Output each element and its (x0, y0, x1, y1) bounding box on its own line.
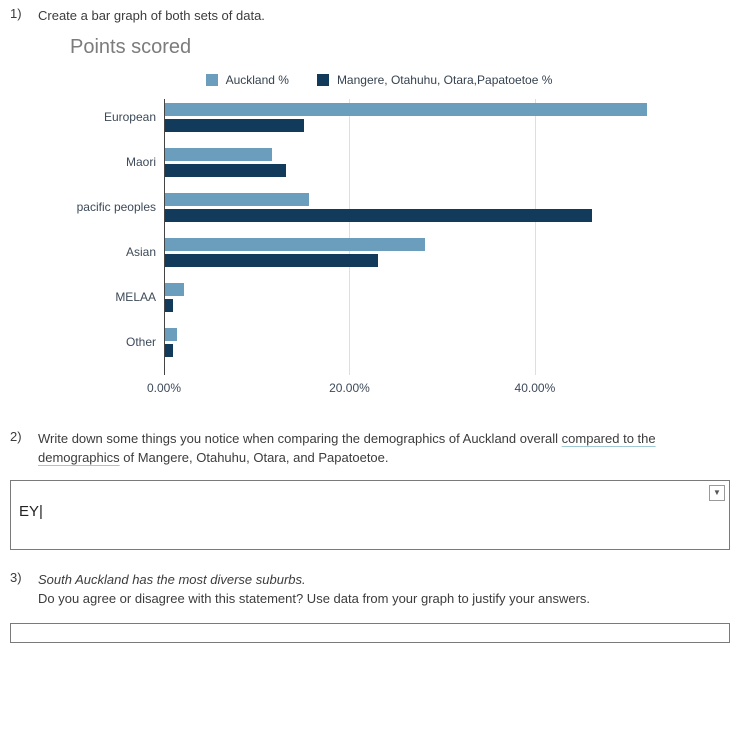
question-2-text-post: of Mangere, Otahuhu, Otara, and Papatoet… (120, 450, 389, 465)
question-3-text: South Auckland has the most diverse subu… (38, 570, 730, 609)
chart-category-label: Other (126, 335, 164, 349)
chart-bar (165, 283, 184, 296)
question-3: 3) South Auckland has the most diverse s… (10, 570, 730, 609)
legend-item: Mangere, Otahuhu, Otara,Papatoetoe % (317, 73, 552, 87)
chart-x-tick-label: 20.00% (329, 381, 370, 395)
question-3-line2: Do you agree or disagree with this state… (38, 591, 590, 606)
chart-title: Points scored (70, 36, 694, 59)
answer-box-q3[interactable] (10, 623, 730, 643)
chart-bar (165, 328, 177, 341)
question-3-line1: South Auckland has the most diverse subu… (38, 572, 306, 587)
legend-label: Mangere, Otahuhu, Otara,Papatoetoe % (337, 73, 552, 87)
chart-category-group: pacific peoples (164, 193, 674, 222)
chart-bars-area: European Maori pacific peoples Asian MELAA Ot… (164, 103, 674, 375)
question-2-text-pre: Write down some things you notice when c… (38, 431, 562, 446)
chart-category-label: MELAA (115, 290, 164, 304)
question-1-number: 1) (10, 6, 32, 21)
chart-legend: Auckland % Mangere, Otahuhu, Otara,Papato… (64, 73, 694, 87)
answer-q2-value: EY| (19, 503, 43, 520)
question-2-text: Write down some things you notice when c… (38, 429, 730, 468)
bar-chart: Points scored Auckland % Mangere, Otahuhu… (64, 36, 694, 399)
question-2-number: 2) (10, 429, 32, 444)
chart-plot-area: European Maori pacific peoples Asian MELAA Ot… (164, 99, 674, 399)
chart-bar (165, 164, 286, 177)
chart-category-group: Maori (164, 148, 674, 177)
chart-x-tick-label: 0.00% (147, 381, 181, 395)
answer-box-dropdown-icon[interactable]: ▼ (709, 485, 725, 501)
answer-box-q2[interactable]: EY| ▼ (10, 480, 730, 550)
question-3-number: 3) (10, 570, 32, 585)
chart-category-label: Maori (126, 155, 164, 169)
chart-bar (165, 119, 304, 132)
chart-bar (165, 344, 173, 357)
legend-item: Auckland % (206, 73, 289, 87)
chart-bar (165, 254, 378, 267)
chart-bar (165, 193, 309, 206)
chart-x-labels: 0.00%20.00%40.00% (164, 379, 674, 399)
chart-x-tick-label: 40.00% (515, 381, 556, 395)
chart-bar (165, 238, 425, 251)
legend-label: Auckland % (226, 73, 289, 87)
chart-category-group: MELAA (164, 283, 674, 312)
chart-category-group: Other (164, 328, 674, 357)
legend-swatch (317, 74, 329, 86)
chart-category-group: Asian (164, 238, 674, 267)
chart-bar (165, 148, 272, 161)
question-2: 2) Write down some things you notice whe… (10, 429, 730, 468)
chart-bar (165, 299, 173, 312)
question-1: 1) Create a bar graph of both sets of da… (10, 6, 730, 26)
legend-swatch (206, 74, 218, 86)
chart-bar (165, 209, 592, 222)
chart-category-label: pacific peoples (77, 200, 164, 214)
chart-bar (165, 103, 647, 116)
chart-category-label: European (104, 110, 164, 124)
chart-category-label: Asian (126, 245, 164, 259)
question-1-text: Create a bar graph of both sets of data. (38, 6, 730, 26)
chart-category-group: European (164, 103, 674, 132)
